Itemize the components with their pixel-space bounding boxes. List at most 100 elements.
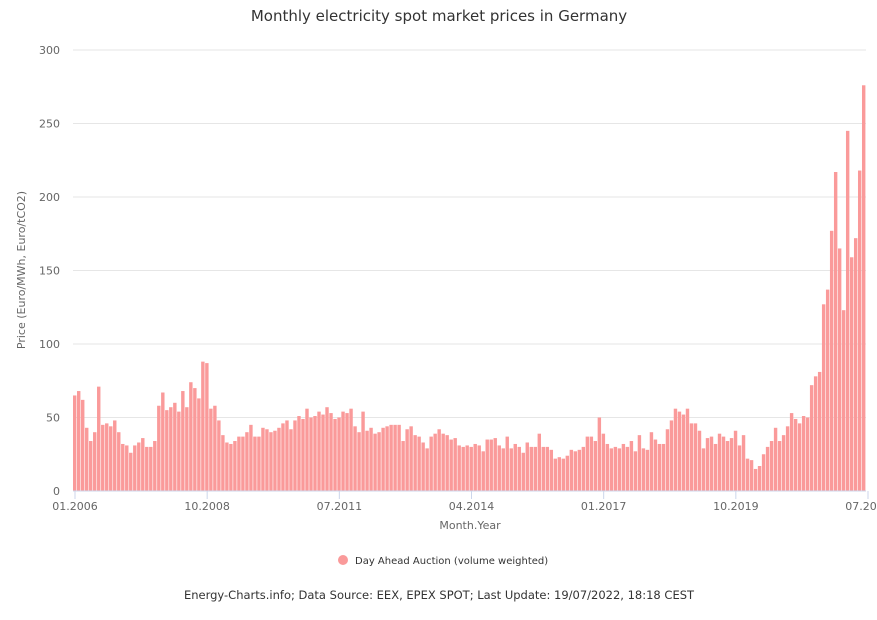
bar[interactable] <box>97 386 101 491</box>
bar[interactable] <box>749 460 754 491</box>
bar[interactable] <box>157 405 161 491</box>
bar[interactable] <box>113 420 117 491</box>
bar[interactable] <box>741 435 746 491</box>
bar[interactable] <box>553 458 558 491</box>
bar[interactable] <box>501 448 505 491</box>
bar[interactable] <box>689 423 694 491</box>
bar[interactable] <box>517 446 521 491</box>
bar[interactable] <box>669 420 674 491</box>
bar[interactable] <box>101 424 105 491</box>
bar[interactable] <box>393 424 397 491</box>
bar[interactable] <box>193 388 197 491</box>
bar[interactable] <box>757 466 762 491</box>
bar[interactable] <box>681 414 686 491</box>
bar[interactable] <box>317 411 321 491</box>
bar[interactable] <box>837 248 842 491</box>
bar[interactable] <box>461 446 465 491</box>
bar[interactable] <box>121 443 125 491</box>
bar[interactable] <box>397 424 401 491</box>
bar[interactable] <box>785 426 790 491</box>
bar[interactable] <box>581 446 586 491</box>
bar[interactable] <box>465 445 469 491</box>
bar[interactable] <box>609 448 614 491</box>
bar[interactable] <box>597 417 602 492</box>
bar[interactable] <box>433 433 437 491</box>
bar[interactable] <box>273 430 277 491</box>
bar[interactable] <box>337 417 341 492</box>
bar[interactable] <box>825 289 830 491</box>
bar[interactable] <box>345 413 349 491</box>
bar[interactable] <box>593 441 598 491</box>
bar[interactable] <box>529 446 533 491</box>
bar[interactable] <box>821 304 826 491</box>
bar[interactable] <box>373 433 377 491</box>
bar[interactable] <box>225 442 229 491</box>
bar[interactable] <box>441 433 445 491</box>
bar[interactable] <box>861 85 866 491</box>
bar[interactable] <box>601 433 606 491</box>
bar[interactable] <box>805 417 810 492</box>
bar[interactable] <box>629 441 634 491</box>
bar[interactable] <box>645 449 650 491</box>
bar[interactable] <box>253 436 257 491</box>
bar[interactable] <box>137 442 141 491</box>
bar[interactable] <box>537 433 541 491</box>
bar[interactable] <box>313 416 317 491</box>
bar[interactable] <box>585 436 590 491</box>
bar[interactable] <box>737 445 742 491</box>
bar[interactable] <box>125 445 129 491</box>
bar[interactable] <box>73 395 77 491</box>
bar[interactable] <box>361 411 365 491</box>
bar[interactable] <box>509 448 513 491</box>
bar[interactable] <box>325 407 329 491</box>
credits-text[interactable]: Energy-Charts.info; Data Source: EEX, EP… <box>184 588 695 602</box>
bar[interactable] <box>513 443 517 491</box>
bar[interactable] <box>485 439 489 491</box>
bar[interactable] <box>729 438 734 491</box>
bar[interactable] <box>341 411 345 491</box>
bar[interactable] <box>625 446 630 491</box>
bar[interactable] <box>813 376 818 491</box>
bar[interactable] <box>793 418 798 491</box>
bar[interactable] <box>401 441 405 491</box>
bar[interactable] <box>133 445 137 491</box>
bar[interactable] <box>673 408 678 491</box>
bar[interactable] <box>145 446 149 491</box>
bar[interactable] <box>289 429 293 491</box>
bar[interactable] <box>473 443 477 491</box>
bar[interactable] <box>549 449 554 491</box>
bar[interactable] <box>545 446 550 491</box>
bar[interactable] <box>765 446 770 491</box>
bar[interactable] <box>405 429 409 491</box>
bar[interactable] <box>165 410 169 491</box>
bar[interactable] <box>781 435 786 491</box>
bar-series[interactable] <box>73 85 866 492</box>
bar[interactable] <box>377 432 381 491</box>
legend-marker[interactable] <box>338 555 348 565</box>
bar[interactable] <box>801 416 806 491</box>
bar[interactable] <box>197 398 201 491</box>
bar[interactable] <box>209 408 213 491</box>
bar[interactable] <box>829 230 834 491</box>
bar[interactable] <box>201 361 205 491</box>
legend-label[interactable]: Day Ahead Auction (volume weighted) <box>355 556 548 567</box>
bar[interactable] <box>389 424 393 491</box>
bar[interactable] <box>365 430 369 491</box>
bar[interactable] <box>321 414 325 491</box>
bar[interactable] <box>217 420 221 491</box>
bar[interactable] <box>661 443 666 491</box>
bar[interactable] <box>665 429 670 491</box>
bar[interactable] <box>141 438 145 491</box>
bar[interactable] <box>705 438 710 491</box>
bar[interactable] <box>241 436 245 491</box>
bar[interactable] <box>89 441 93 491</box>
bar[interactable] <box>445 435 449 491</box>
bar[interactable] <box>817 371 822 491</box>
bar[interactable] <box>725 441 730 491</box>
bar[interactable] <box>657 443 662 491</box>
bar[interactable] <box>161 392 165 491</box>
bar[interactable] <box>469 446 473 491</box>
bar[interactable] <box>789 413 794 491</box>
bar[interactable] <box>281 423 285 491</box>
bar[interactable] <box>269 432 273 491</box>
